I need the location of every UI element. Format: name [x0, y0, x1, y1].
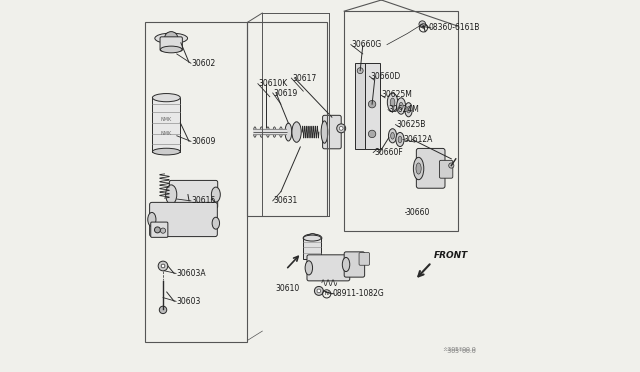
- Bar: [365, 63, 380, 149]
- Text: 30660D: 30660D: [370, 72, 401, 81]
- Text: 30660G: 30660G: [351, 40, 382, 49]
- Text: S: S: [422, 25, 425, 31]
- Ellipse shape: [416, 163, 421, 174]
- Circle shape: [161, 264, 165, 268]
- Circle shape: [164, 32, 178, 45]
- Bar: [355, 63, 365, 149]
- FancyBboxPatch shape: [170, 180, 218, 208]
- Ellipse shape: [148, 212, 156, 227]
- FancyBboxPatch shape: [151, 222, 168, 237]
- Text: 30603: 30603: [177, 297, 201, 306]
- Bar: [152, 97, 180, 152]
- Text: 30602: 30602: [191, 59, 216, 68]
- FancyBboxPatch shape: [440, 160, 453, 178]
- Text: FRONT: FRONT: [433, 251, 468, 260]
- FancyBboxPatch shape: [150, 202, 218, 237]
- Ellipse shape: [390, 98, 395, 106]
- Text: N: N: [324, 291, 328, 296]
- Circle shape: [449, 163, 454, 168]
- Text: 30603A: 30603A: [177, 269, 207, 278]
- Ellipse shape: [396, 132, 404, 147]
- Circle shape: [369, 130, 376, 138]
- Text: 08360-6161B: 08360-6161B: [429, 23, 481, 32]
- Circle shape: [369, 100, 376, 108]
- Ellipse shape: [388, 129, 397, 143]
- Ellipse shape: [211, 187, 220, 202]
- Circle shape: [314, 286, 323, 295]
- Bar: [145, 22, 248, 342]
- Text: 30619: 30619: [273, 89, 298, 97]
- Ellipse shape: [161, 46, 182, 53]
- Circle shape: [159, 306, 167, 314]
- Ellipse shape: [303, 234, 322, 242]
- Ellipse shape: [303, 235, 321, 241]
- Ellipse shape: [152, 93, 180, 102]
- Text: 30625M: 30625M: [381, 90, 412, 99]
- Ellipse shape: [407, 106, 410, 113]
- Text: 30625B: 30625B: [396, 120, 426, 129]
- Ellipse shape: [305, 261, 312, 275]
- Ellipse shape: [280, 127, 282, 137]
- FancyBboxPatch shape: [359, 253, 369, 265]
- FancyBboxPatch shape: [417, 148, 445, 188]
- Circle shape: [337, 124, 346, 133]
- Ellipse shape: [260, 127, 263, 137]
- Text: 30660: 30660: [406, 208, 430, 217]
- Text: 30609: 30609: [191, 137, 216, 146]
- Text: 08911-1082G: 08911-1082G: [332, 289, 384, 298]
- Text: ^305*00.0: ^305*00.0: [443, 349, 477, 354]
- Text: 30610K: 30610K: [259, 79, 288, 88]
- Ellipse shape: [413, 157, 424, 180]
- Circle shape: [161, 228, 166, 233]
- Ellipse shape: [387, 93, 397, 112]
- Text: NMK: NMK: [161, 131, 172, 137]
- Text: NMK: NMK: [161, 116, 172, 122]
- Ellipse shape: [253, 127, 257, 137]
- Ellipse shape: [399, 102, 403, 110]
- Ellipse shape: [390, 132, 394, 139]
- Text: 30616: 30616: [191, 196, 216, 205]
- Ellipse shape: [273, 127, 276, 137]
- Ellipse shape: [152, 148, 180, 155]
- Text: 30624M: 30624M: [389, 105, 420, 114]
- Ellipse shape: [155, 33, 188, 44]
- Circle shape: [357, 68, 363, 74]
- FancyBboxPatch shape: [344, 252, 365, 277]
- Bar: [344, 0, 458, 11]
- Ellipse shape: [405, 103, 412, 117]
- Circle shape: [317, 289, 321, 293]
- Bar: [248, 22, 328, 216]
- Circle shape: [419, 21, 426, 28]
- Ellipse shape: [398, 136, 402, 143]
- Bar: [344, 11, 458, 231]
- Ellipse shape: [266, 127, 269, 137]
- Circle shape: [154, 227, 161, 233]
- Ellipse shape: [212, 217, 220, 229]
- Ellipse shape: [397, 98, 406, 114]
- FancyBboxPatch shape: [323, 115, 341, 149]
- Ellipse shape: [321, 121, 328, 143]
- Ellipse shape: [292, 122, 301, 142]
- Ellipse shape: [285, 123, 292, 141]
- Circle shape: [158, 261, 168, 271]
- Ellipse shape: [342, 257, 349, 272]
- Circle shape: [308, 234, 317, 243]
- Ellipse shape: [166, 185, 177, 204]
- Text: 30612A: 30612A: [404, 135, 433, 144]
- Text: 30631: 30631: [273, 196, 298, 205]
- Text: 30660F: 30660F: [374, 148, 403, 157]
- Text: 30610: 30610: [275, 284, 300, 293]
- Text: 30617: 30617: [292, 74, 316, 83]
- Bar: [303, 238, 321, 259]
- Circle shape: [339, 126, 343, 130]
- FancyBboxPatch shape: [307, 255, 349, 281]
- FancyBboxPatch shape: [160, 37, 182, 51]
- Text: ^305*00.0: ^305*00.0: [443, 347, 477, 352]
